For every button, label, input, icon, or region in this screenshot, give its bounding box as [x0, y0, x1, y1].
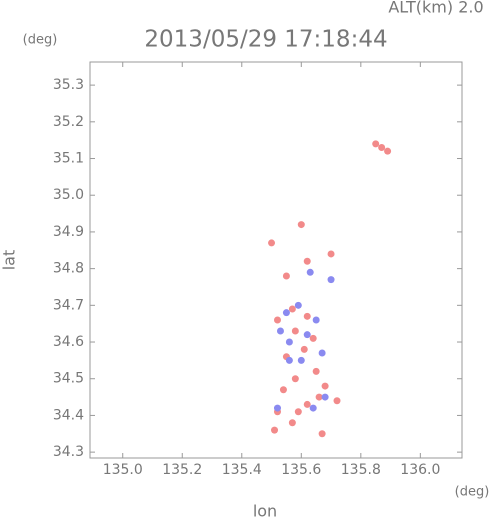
x-tick-label: 135.4 [222, 462, 262, 478]
y-unit: (deg) [23, 33, 58, 48]
y-tick-label: 35.0 [53, 187, 84, 203]
point [318, 430, 326, 438]
y-tick-label: 35.3 [53, 77, 84, 93]
point [300, 345, 308, 353]
point [312, 367, 320, 375]
point [318, 349, 326, 357]
point [273, 316, 281, 324]
y-tick-label: 34.9 [53, 224, 84, 240]
point [309, 404, 317, 412]
point [309, 334, 317, 342]
chart-title: 2013/05/29 17:18:44 [144, 27, 387, 53]
y-tick-label: 34.6 [53, 334, 84, 350]
point [285, 338, 293, 346]
point [327, 276, 335, 284]
point [312, 316, 320, 324]
x-tick-label: 135.0 [103, 462, 143, 478]
point [294, 408, 302, 416]
point [285, 356, 293, 364]
y-tick-label: 34.5 [53, 371, 84, 387]
point [294, 301, 302, 309]
x-tick-label: 135.8 [341, 462, 381, 478]
point [297, 221, 305, 229]
y-tick-label: 34.3 [53, 444, 84, 460]
point [282, 309, 290, 317]
point [297, 356, 305, 364]
y-tick-label: 35.1 [53, 151, 84, 167]
point [303, 257, 311, 265]
point [315, 393, 323, 401]
point [291, 327, 299, 335]
point [276, 327, 284, 335]
point [279, 386, 287, 394]
x-tick-label: 135.2 [162, 462, 202, 478]
point [291, 375, 299, 383]
x-tick-label: 136.0 [400, 462, 440, 478]
y-tick-label: 35.2 [53, 114, 84, 130]
point [303, 331, 311, 339]
point [306, 268, 314, 276]
y-tick-label: 34.8 [53, 261, 84, 277]
point [303, 400, 311, 408]
point [378, 144, 386, 152]
y-axis-label: lat [0, 250, 19, 271]
point [321, 382, 329, 390]
point [288, 305, 296, 313]
y-tick-label: 34.7 [53, 297, 84, 313]
point [303, 312, 311, 320]
subtitle: ALT(km) 2.0 [388, 0, 483, 17]
point [372, 140, 380, 148]
y-tick-label: 34.4 [53, 407, 84, 423]
point [384, 147, 392, 155]
point [288, 419, 296, 427]
x-axis-label: lon [253, 502, 277, 521]
point [282, 272, 290, 280]
point [271, 426, 279, 434]
x-tick-label: 135.6 [281, 462, 321, 478]
point [273, 404, 281, 412]
point [327, 250, 335, 258]
point [333, 397, 341, 405]
point [268, 239, 276, 247]
x-unit: (deg) [455, 485, 490, 500]
point [321, 393, 329, 401]
plot-frame [89, 61, 463, 459]
